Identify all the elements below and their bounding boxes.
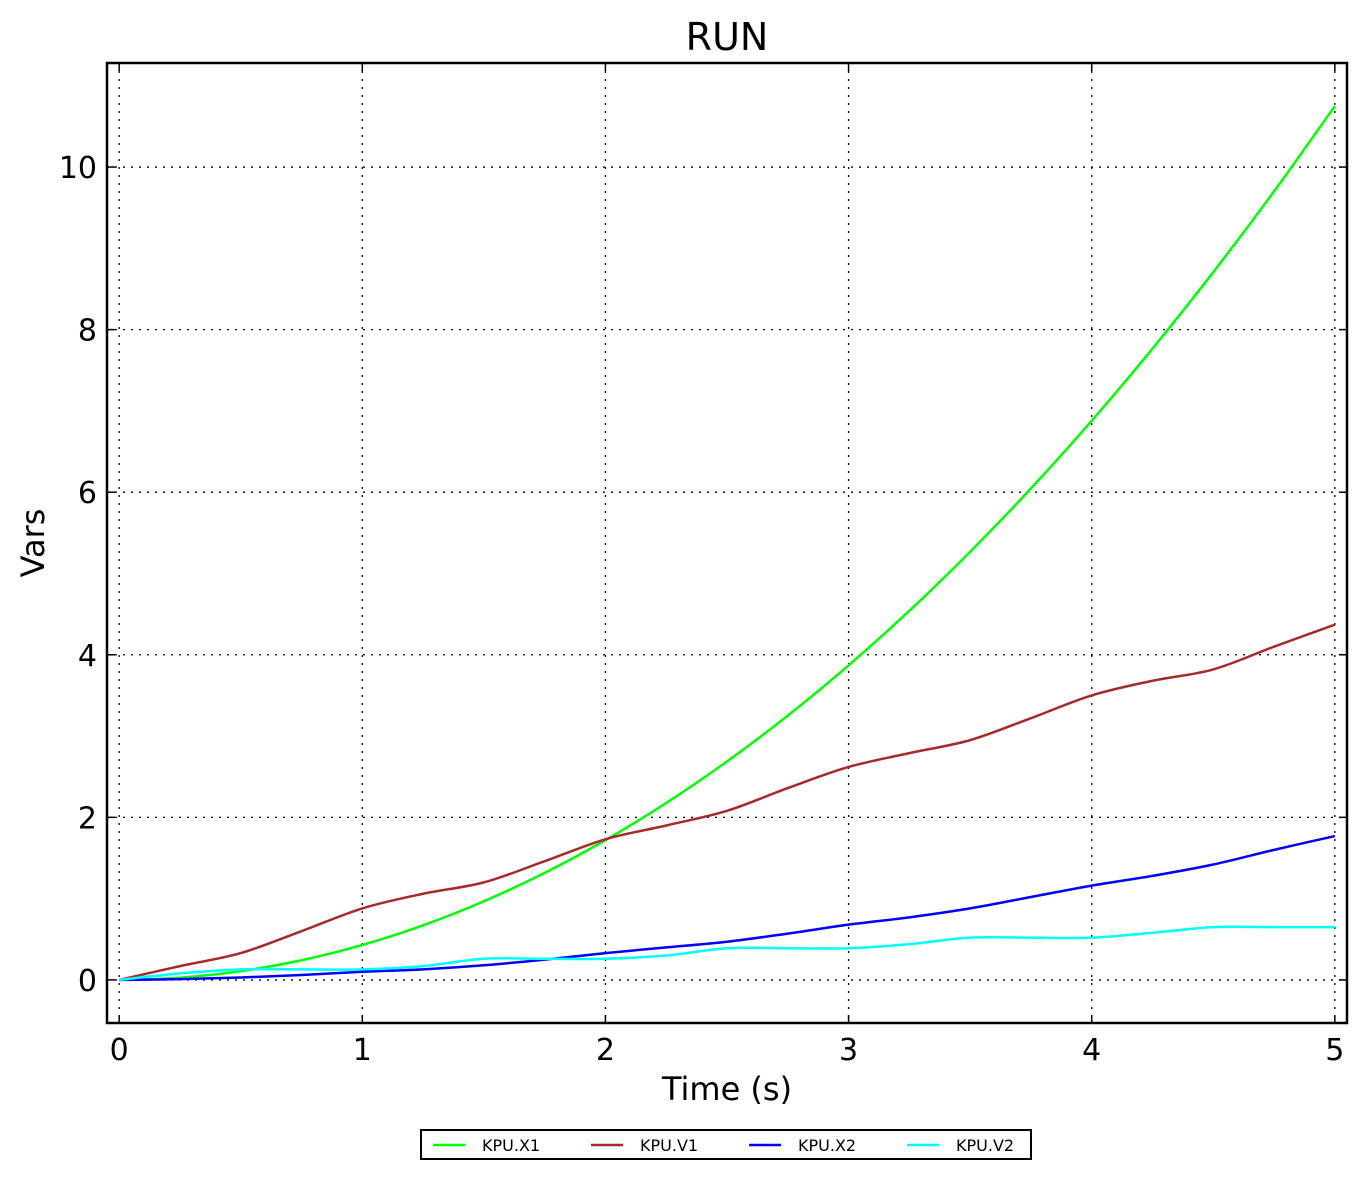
x-tick-label: 0 [110, 1033, 129, 1068]
y-tick-label: 6 [78, 476, 97, 511]
legend-label: KPU.X2 [798, 1136, 856, 1155]
x-axis-label: Time (s) [661, 1070, 792, 1108]
series-line-kpu-v1 [118, 623, 1336, 982]
legend-label: KPU.V1 [640, 1136, 698, 1155]
y-axis-label: Vars [14, 509, 52, 578]
x-tick-label: 1 [353, 1033, 372, 1068]
x-tick-label: 5 [1325, 1033, 1344, 1068]
y-tick-label: 8 [78, 314, 97, 349]
series-line-kpu-x2 [119, 834, 1336, 982]
legend-label: KPU.V2 [956, 1136, 1014, 1155]
legend-label: KPU.X1 [482, 1136, 540, 1155]
x-tick-label: 2 [596, 1033, 615, 1068]
x-tick-label: 3 [839, 1033, 858, 1068]
series-line-kpu-v2 [119, 925, 1335, 982]
series-line-kpu-x1 [119, 105, 1336, 982]
y-tick-label: 10 [59, 151, 97, 186]
chart-title: RUN [686, 15, 769, 59]
plot-frame [105, 61, 1349, 1025]
legend: KPU.X1 KPU.V1 KPU.X2 KPU.V2 [420, 1129, 1032, 1160]
y-tick-label: 2 [78, 801, 97, 836]
x-tick-label: 4 [1082, 1033, 1101, 1068]
y-tick-label: 0 [78, 964, 97, 999]
y-tick-label: 4 [78, 639, 97, 674]
